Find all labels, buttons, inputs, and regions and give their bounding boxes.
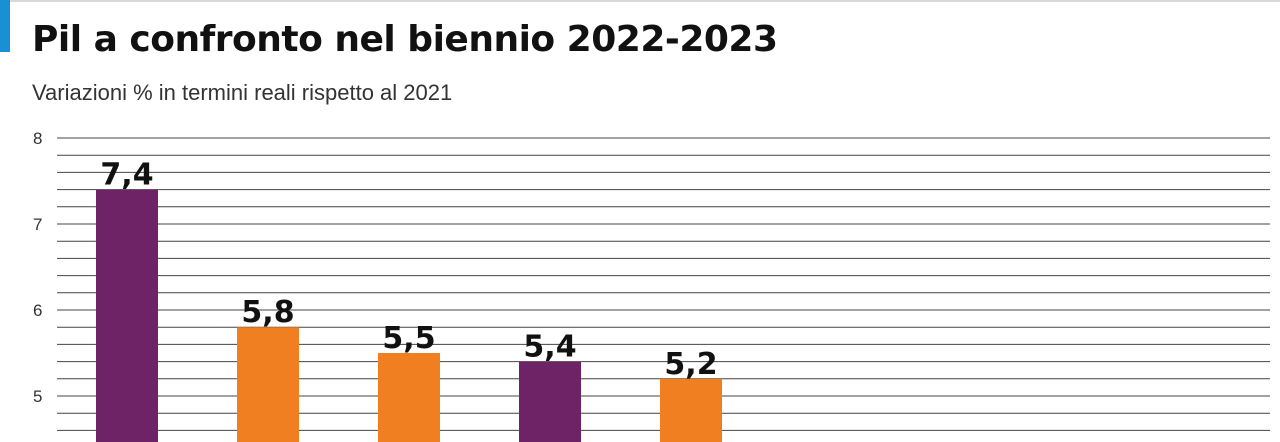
bar-value-label: 5,5: [382, 321, 435, 356]
bar: [96, 189, 158, 442]
bar: [660, 378, 722, 442]
y-tick-label: 7: [33, 215, 42, 234]
bar: [378, 353, 440, 442]
bar: [237, 327, 299, 442]
y-tick-label: 8: [33, 129, 42, 148]
chart-title: Pil a confronto nel biennio 2022-2023: [32, 19, 778, 60]
bar-value-label: 5,8: [241, 295, 294, 330]
y-tick-label: 5: [33, 387, 42, 406]
y-tick-label: 6: [33, 301, 42, 320]
chart-subtitle: Variazioni % in termini reali rispetto a…: [32, 80, 453, 105]
y-axis-ticks: 8 7 6 5: [33, 129, 42, 406]
bar-value-label: 5,4: [523, 330, 576, 365]
value-labels: 7,4 5,8 5,5 5,4 5,2: [100, 158, 717, 382]
accent-bar: [0, 0, 10, 52]
bar-value-label: 7,4: [100, 158, 153, 193]
bars: [96, 189, 722, 442]
bar-value-label: 5,2: [664, 347, 717, 382]
top-rule: [0, 0, 1280, 2]
bar: [519, 361, 581, 442]
